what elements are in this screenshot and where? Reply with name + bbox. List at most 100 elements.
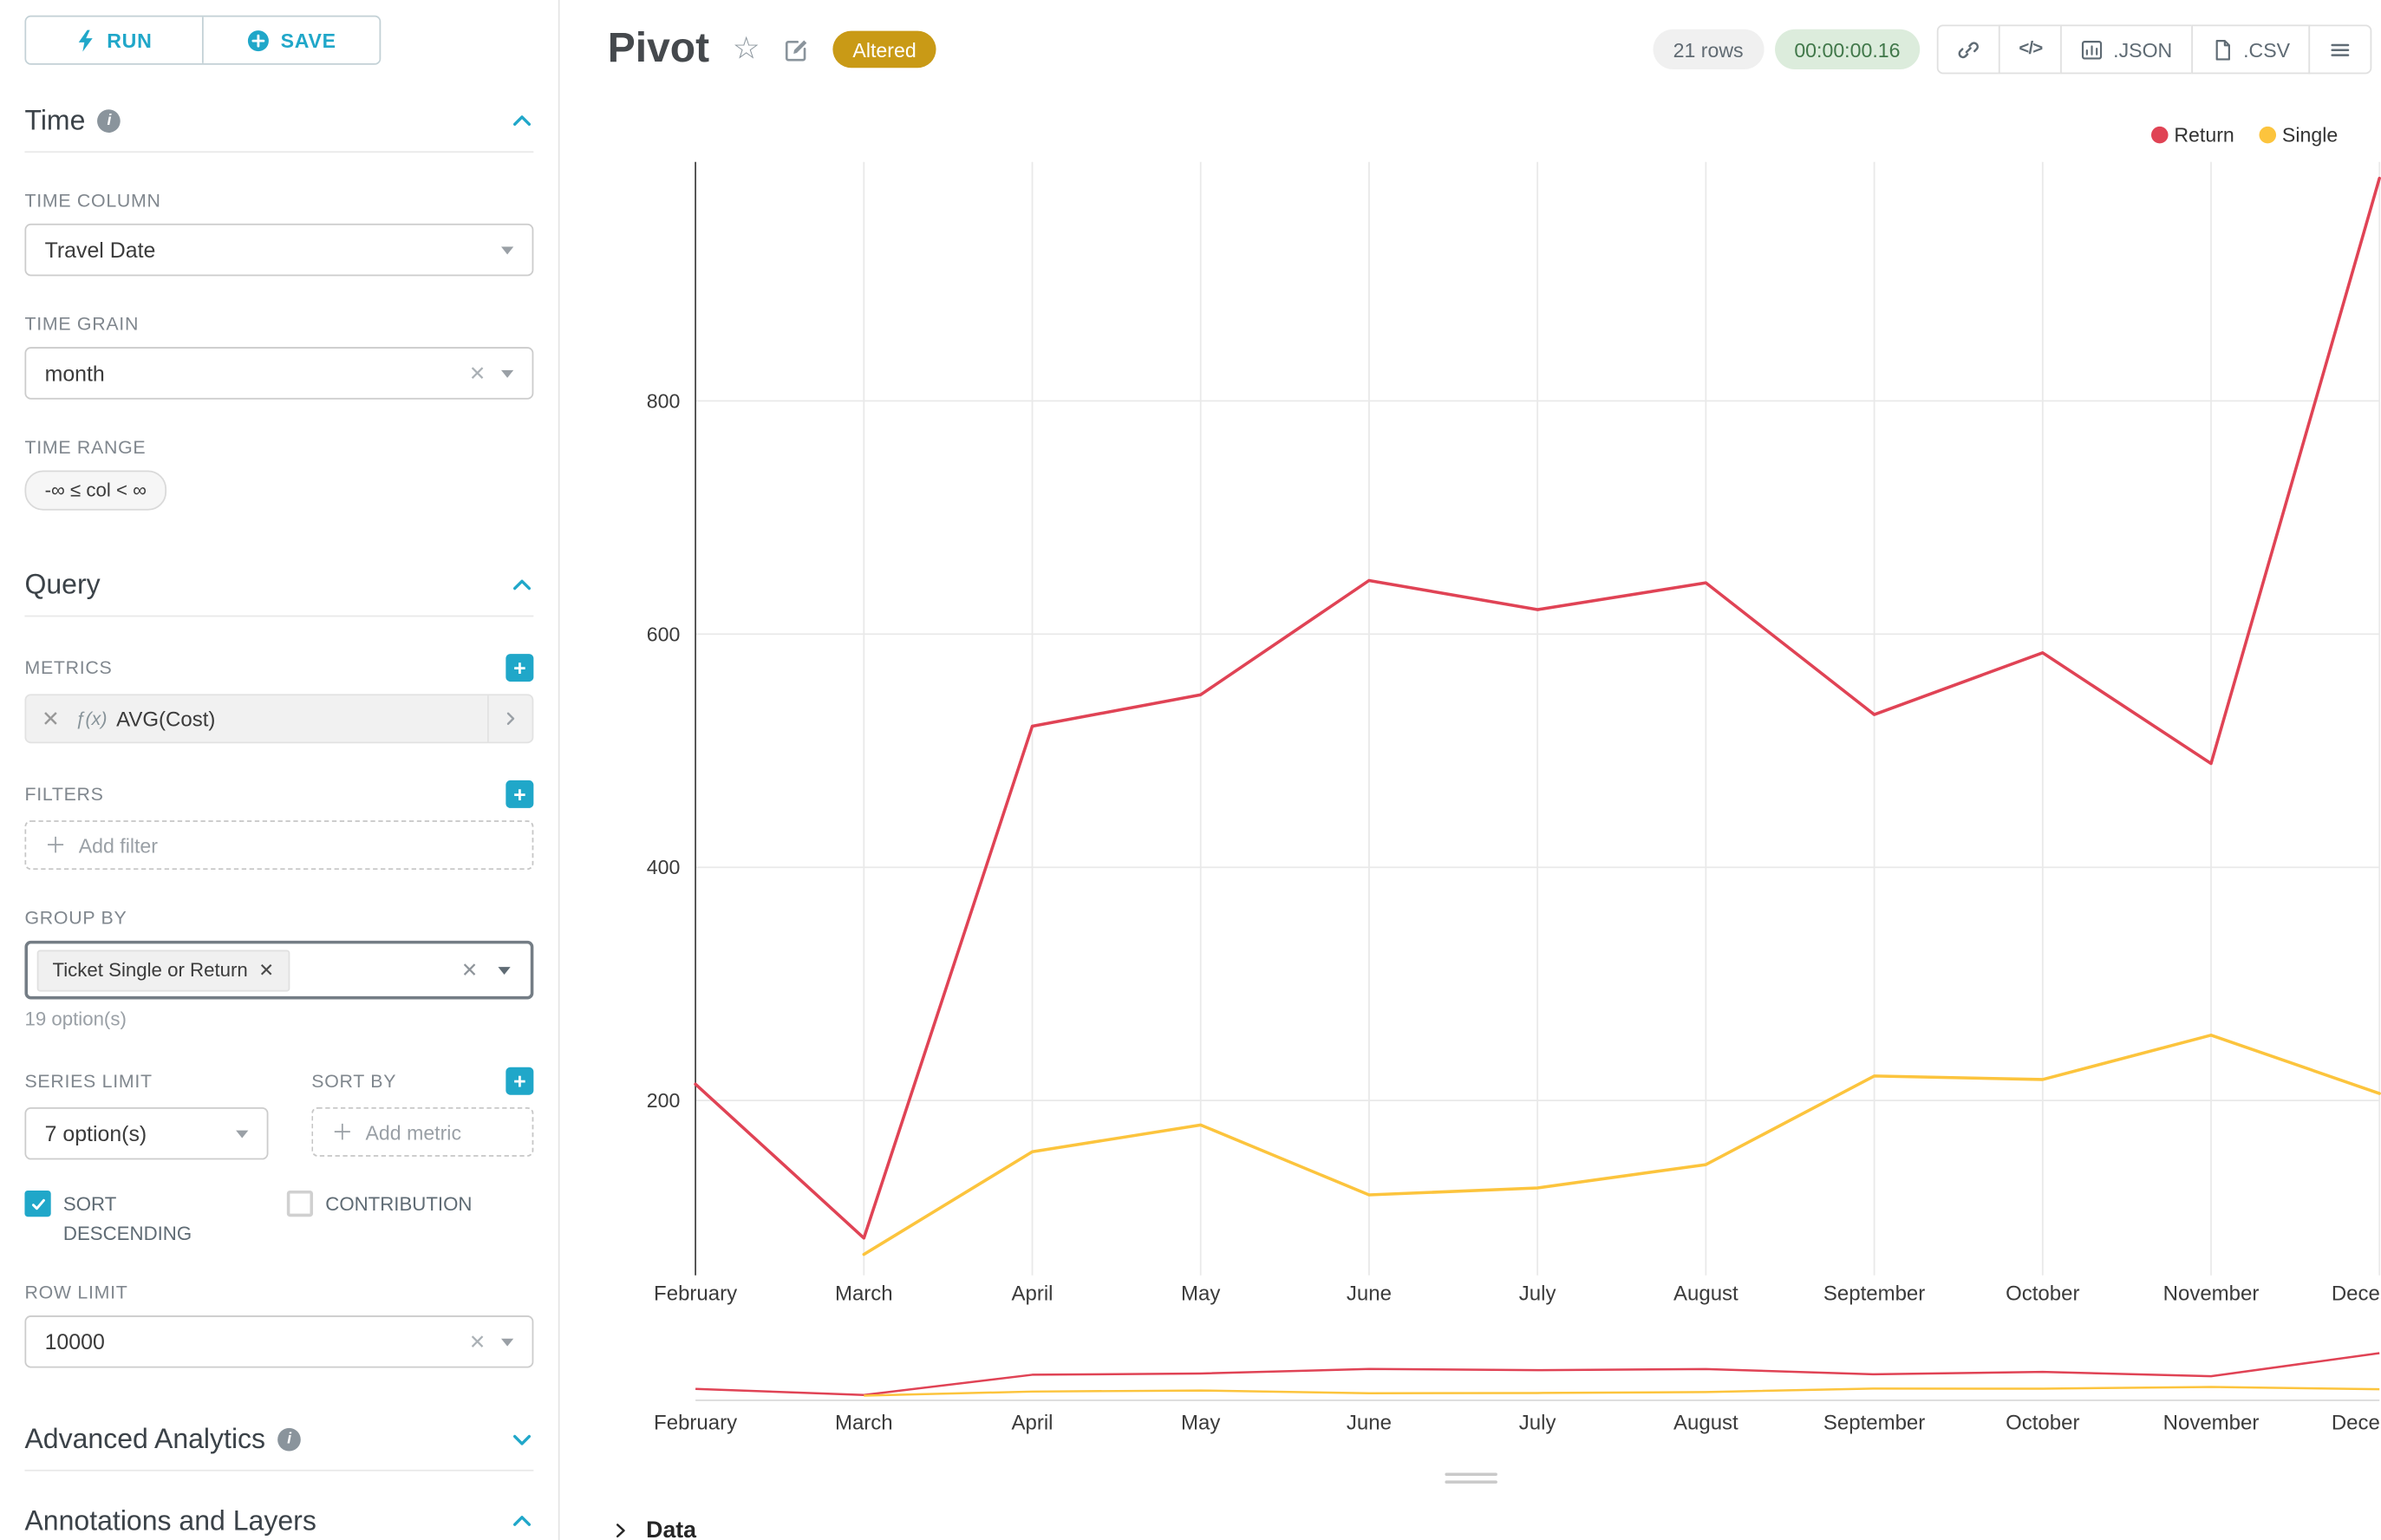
- info-icon[interactable]: i: [277, 1427, 301, 1452]
- chevron-right-icon: [616, 1524, 625, 1538]
- add-sort-metric-button[interactable]: +: [506, 1067, 534, 1095]
- row-count-pill: 21 rows: [1653, 29, 1764, 70]
- line-chart[interactable]: 200 400 600 800 February February March March Ap…: [560, 0, 2381, 1540]
- code-icon: </>: [2019, 40, 2043, 59]
- export-json-button[interactable]: .JSON: [2060, 24, 2193, 75]
- time-range-pill[interactable]: -∞ ≤ col < ∞: [24, 470, 167, 511]
- time-grain-select[interactable]: month ✕: [24, 347, 534, 400]
- mini-x-axis-label: May: [1181, 1412, 1220, 1435]
- x-axis-label: August: [1673, 1282, 1738, 1305]
- chevron-down-icon: [501, 1338, 514, 1347]
- chevron-down-icon: [236, 1130, 249, 1139]
- export-csv-button[interactable]: .CSV: [2190, 24, 2311, 75]
- legend-item-return[interactable]: Return: [2150, 123, 2234, 147]
- legend-label: Single: [2281, 123, 2339, 147]
- mini-series-line-single: [864, 1386, 2380, 1397]
- chart-header: Pivot ☆ Altered 21 rows 00:00:00.16: [560, 0, 2381, 75]
- sort-by-dropzone[interactable]: ＋ Add metric: [311, 1106, 534, 1157]
- series-limit-select[interactable]: 7 option(s): [24, 1106, 269, 1160]
- altered-badge: Altered: [832, 30, 936, 69]
- time-range-label: TIME RANGE: [24, 436, 147, 459]
- add-metric-button[interactable]: +: [506, 654, 534, 682]
- data-panel-toggle[interactable]: Data: [612, 1517, 696, 1540]
- checkbox-unchecked-icon[interactable]: [286, 1190, 314, 1217]
- legend-item-single[interactable]: Single: [2259, 123, 2338, 147]
- group-by-select[interactable]: Ticket Single or Return ✕ ✕: [24, 940, 534, 1000]
- query-section-header[interactable]: Query: [24, 569, 533, 601]
- info-icon[interactable]: i: [97, 109, 121, 133]
- json-chart-icon: [2082, 40, 2103, 59]
- group-by-tag[interactable]: Ticket Single or Return ✕: [36, 949, 290, 991]
- add-filter-dropzone[interactable]: ＋ Add filter: [24, 820, 534, 871]
- mini-series-line-return: [695, 1352, 2380, 1396]
- run-save-button-group: RUN SAVE: [24, 15, 382, 65]
- sort-descending-label: SORT DESCENDING: [62, 1193, 192, 1245]
- time-column-label: TIME COLUMN: [24, 189, 161, 212]
- chevron-up-icon[interactable]: [511, 574, 534, 597]
- remove-tag-icon[interactable]: ✕: [258, 959, 275, 982]
- chevron-up-icon[interactable]: [511, 109, 534, 133]
- mini-x-axis-label: September: [1823, 1412, 1925, 1435]
- edit-pencil-icon[interactable]: [783, 36, 809, 62]
- x-axis-label: March: [835, 1282, 893, 1305]
- favorite-star-icon[interactable]: ☆: [732, 32, 760, 67]
- save-button[interactable]: SAVE: [201, 16, 380, 63]
- chart-area: Pivot ☆ Altered 21 rows 00:00:00.16: [559, 0, 2381, 1540]
- y-axis-tick-label: 800: [647, 389, 681, 412]
- row-limit-select[interactable]: 10000 ✕: [24, 1315, 534, 1368]
- chevron-down-icon: [501, 369, 514, 378]
- group-by-tag-label: Ticket Single or Return: [52, 959, 248, 982]
- section-divider: [24, 151, 534, 153]
- contribution-checkbox[interactable]: CONTRIBUTION: [286, 1190, 473, 1250]
- query-timer-pill: 00:00:00.16: [1774, 29, 1921, 70]
- clear-icon[interactable]: ✕: [468, 362, 486, 385]
- mini-x-axis-label: August: [1673, 1412, 1738, 1435]
- annotations-title: Annotations and Layers: [24, 1504, 316, 1536]
- add-filter-button[interactable]: +: [506, 780, 534, 808]
- chevron-up-icon[interactable]: [511, 1510, 534, 1533]
- x-axis-label: October: [2006, 1282, 2079, 1305]
- chart-menu-button[interactable]: [2308, 24, 2372, 75]
- control-panel: RUN SAVE Time i TIME COLUMN Travel Date …: [0, 0, 560, 1540]
- section-divider: [24, 615, 534, 617]
- sort-descending-checkbox[interactable]: SORT DESCENDING: [24, 1190, 286, 1250]
- x-axis-label: September: [1823, 1282, 1925, 1305]
- series-line-return[interactable]: [694, 176, 2381, 1240]
- clear-icon[interactable]: ✕: [460, 958, 479, 982]
- short-link-button[interactable]: [1937, 24, 2001, 75]
- series-line-single[interactable]: [862, 1034, 2381, 1256]
- legend-label: Return: [2174, 123, 2234, 147]
- annotations-section-header[interactable]: Annotations and Layers: [24, 1504, 533, 1537]
- x-axis-label: December: [2332, 1282, 2381, 1305]
- time-section-header[interactable]: Time i: [24, 105, 533, 137]
- clear-icon[interactable]: ✕: [468, 1329, 486, 1354]
- run-button[interactable]: RUN: [26, 16, 202, 63]
- checkbox-checked-icon[interactable]: [24, 1190, 51, 1217]
- time-column-select[interactable]: Travel Date: [24, 223, 534, 277]
- y-axis-tick-label: 400: [647, 856, 681, 878]
- y-axis-tick-label: 200: [647, 1089, 681, 1112]
- mini-x-axis-label: April: [1012, 1412, 1054, 1435]
- section-divider: [24, 1469, 534, 1471]
- metric-chip[interactable]: ✕ ƒ(x) AVG(Cost): [24, 694, 534, 744]
- remove-icon[interactable]: ✕: [42, 706, 60, 732]
- advanced-analytics-title: Advanced Analytics: [24, 1423, 266, 1454]
- run-button-label: RUN: [107, 28, 153, 52]
- row-limit-value: 10000: [44, 1328, 105, 1354]
- plus-icon: ＋: [331, 1119, 354, 1145]
- csv-button-label: .CSV: [2243, 37, 2291, 62]
- chevron-down-icon: [498, 967, 511, 976]
- group-by-label: GROUP BY: [24, 906, 127, 929]
- link-icon: [1958, 41, 1980, 58]
- chevron-down-icon[interactable]: [511, 1427, 534, 1451]
- chevron-right-icon[interactable]: [487, 695, 532, 742]
- advanced-analytics-section-header[interactable]: Advanced Analytics i: [24, 1423, 533, 1455]
- panel-resize-handle[interactable]: [1444, 1472, 1497, 1484]
- x-axis-label: February: [654, 1282, 737, 1305]
- mini-x-axis-label: June: [1347, 1412, 1392, 1435]
- view-query-button[interactable]: </>: [1999, 24, 2063, 75]
- time-grain-value: month: [44, 361, 105, 386]
- series-limit-value: 7 option(s): [44, 1120, 147, 1146]
- mini-x-axis-label: March: [835, 1412, 893, 1435]
- contribution-label: CONTRIBUTION: [325, 1193, 473, 1216]
